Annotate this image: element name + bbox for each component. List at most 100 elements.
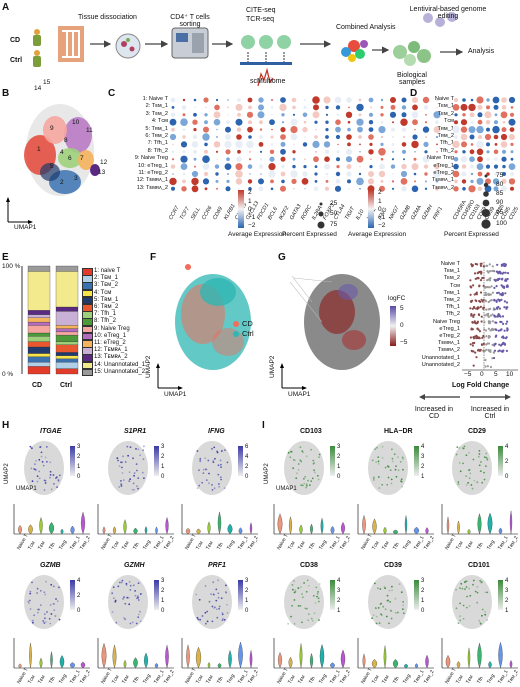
- violin: [392, 659, 399, 669]
- swarm-point: [485, 264, 488, 267]
- legend-item: 10: eTreg_1: [94, 332, 127, 339]
- dot: [470, 120, 474, 124]
- violin-plot: [97, 638, 174, 669]
- dot: [258, 178, 264, 185]
- violin: [509, 660, 513, 669]
- logfc-tick: 5: [400, 305, 404, 312]
- swarm-point: [482, 265, 485, 268]
- swarm-point: [474, 299, 477, 302]
- violin: [217, 511, 222, 535]
- swarm-point: [503, 343, 506, 346]
- swarm-point: [495, 299, 498, 302]
- violin: [238, 527, 243, 535]
- swarm-point: [491, 320, 494, 323]
- beeswarm-row-label: eTreg_1: [439, 325, 460, 332]
- swarm-point: [484, 358, 487, 362]
- swarm-point: [484, 285, 487, 289]
- dot: [436, 106, 438, 108]
- swarm-point: [475, 322, 478, 325]
- dot: [381, 136, 383, 138]
- dot: [368, 97, 374, 103]
- dot: [280, 127, 286, 133]
- tick: 0: [378, 206, 382, 213]
- colorbar-tick: 0: [77, 608, 81, 614]
- colorbar-tick: 0: [161, 608, 165, 614]
- swarm-point: [471, 321, 474, 324]
- swarm-point: [496, 263, 499, 266]
- legend-item: 15: Unannotated_2: [94, 368, 146, 375]
- swarm-point: [495, 321, 498, 324]
- dot: [469, 149, 475, 155]
- dot: [324, 149, 330, 155]
- f-legend-swatches: [233, 321, 239, 337]
- legend-c-colorbar: [238, 190, 244, 228]
- violin: [133, 527, 138, 535]
- dot: [493, 186, 499, 192]
- dot: [325, 180, 329, 183]
- cluster-row-label: 11: eTreg_2: [138, 170, 168, 176]
- dot: [380, 142, 384, 146]
- dot: [493, 164, 499, 169]
- swarm-point: [480, 298, 483, 301]
- beeswarm-row-label: Tᴇᴍʀᴀ_2: [437, 347, 460, 354]
- dot: [302, 126, 308, 133]
- legend-item: 6: Tʀᴍ_2: [94, 304, 119, 310]
- swarm-point: [505, 322, 508, 325]
- violin: [288, 656, 293, 669]
- violin: [28, 524, 33, 535]
- step-scmultiome: scMultiome: [250, 78, 286, 85]
- swarm-point: [500, 284, 503, 287]
- swarm-point: [487, 336, 490, 339]
- violin: [112, 644, 117, 669]
- dot: [312, 111, 320, 119]
- dot: [314, 180, 318, 183]
- dot: [401, 163, 407, 170]
- dot: [270, 106, 274, 109]
- swarm-point: [496, 307, 499, 310]
- swarm-point: [500, 328, 503, 331]
- violin: [477, 642, 482, 669]
- swarm-point: [469, 279, 472, 282]
- cluster-row-label: 7: Tfh_1: [147, 140, 168, 147]
- legend-d-pct-title: Percent Expressed: [444, 231, 499, 238]
- swarm-point: [483, 321, 486, 324]
- cluster-row-label: 2: Tᴇᴍ_1: [145, 103, 168, 110]
- swarm-point: [489, 299, 492, 302]
- violin: [207, 521, 211, 535]
- dot: [236, 156, 242, 162]
- dot: [477, 186, 483, 191]
- dot: [335, 171, 341, 177]
- violin: [467, 529, 471, 535]
- dot: [259, 120, 263, 125]
- dot: [336, 113, 340, 117]
- swarm-point: [476, 327, 479, 330]
- swarm-point: [505, 301, 509, 304]
- dot: [204, 113, 208, 117]
- dot: [501, 105, 507, 110]
- swarm-point: [486, 365, 489, 368]
- cluster-row-label: 3: Tᴇᴍ_2: [145, 110, 168, 117]
- cluster-row-label: 10: eTreg_1: [138, 162, 168, 169]
- violin-plot: [13, 504, 90, 535]
- dot: [235, 118, 243, 126]
- dot: [313, 156, 319, 163]
- dot: [494, 157, 498, 161]
- violin: [186, 644, 190, 669]
- colorbar-tick: 0: [421, 608, 425, 614]
- dot: [213, 111, 221, 119]
- violin: [456, 661, 461, 669]
- bar-segment: [27, 336, 51, 342]
- dot: [412, 97, 418, 103]
- violin: [413, 526, 420, 535]
- swarm-point: [469, 307, 472, 310]
- violin-plot: [357, 638, 434, 669]
- violin-plot: [181, 504, 258, 535]
- swarm-point: [489, 314, 492, 317]
- swarm-point: [485, 329, 488, 332]
- dot: [281, 121, 285, 124]
- colorbar-tick: 3: [505, 588, 509, 594]
- dot: [423, 141, 429, 147]
- colorbar-tick: 2: [245, 464, 249, 470]
- cluster-number: 15: [43, 79, 51, 86]
- dot: [269, 149, 275, 154]
